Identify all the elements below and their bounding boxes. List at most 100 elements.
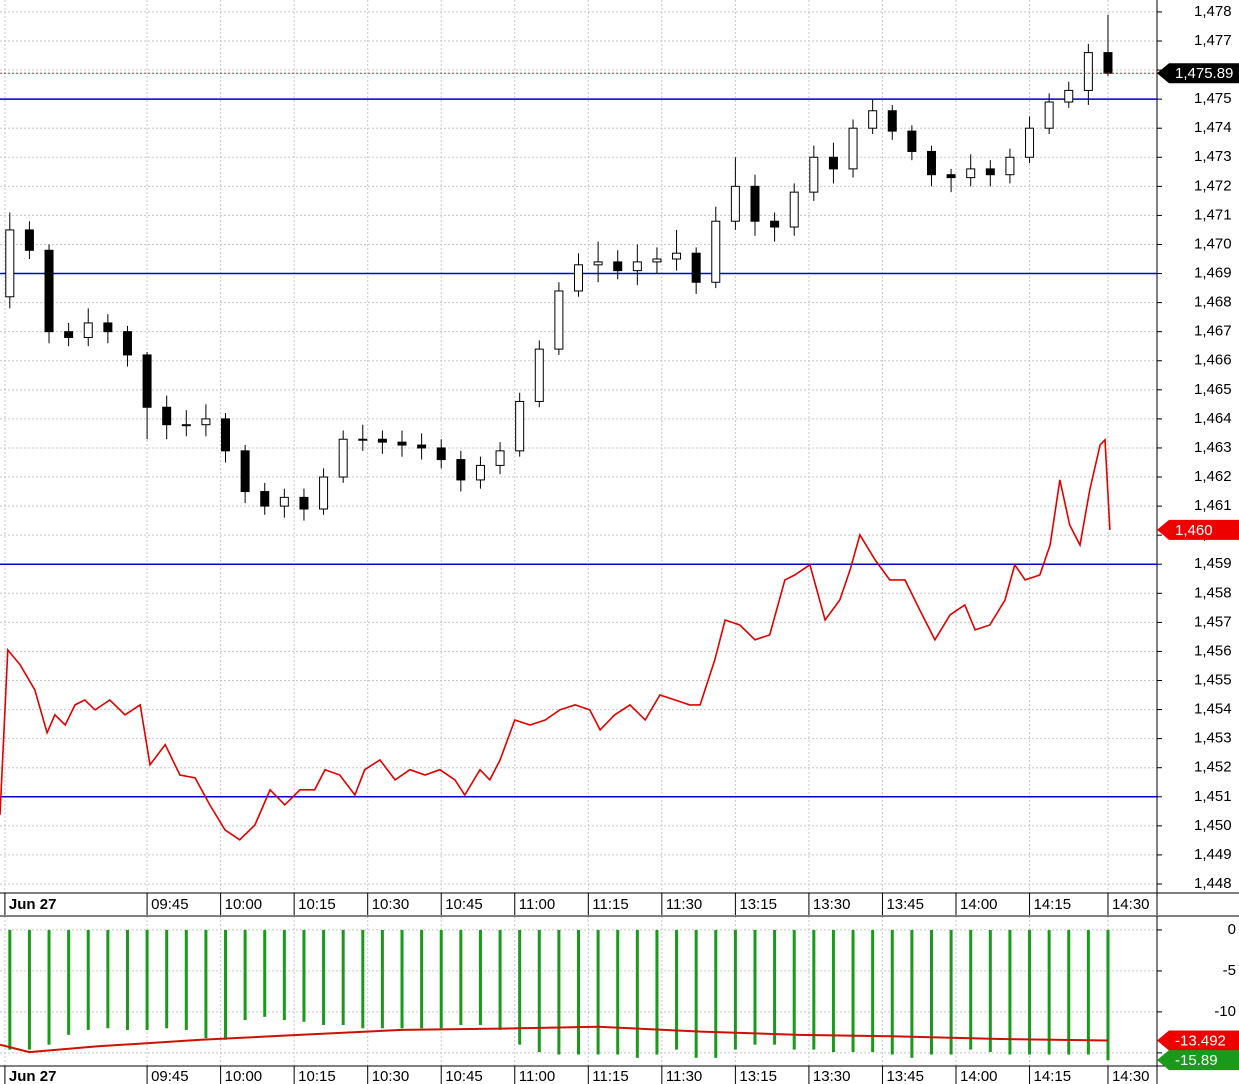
y-tick-label: 1,467 xyxy=(1194,323,1232,340)
bar xyxy=(322,929,326,1026)
candle-body xyxy=(260,491,270,507)
bar xyxy=(733,929,737,1050)
y-tick-label: 1,472 xyxy=(1194,177,1232,194)
x-tick-label: 14:30 xyxy=(1112,896,1150,913)
bar xyxy=(243,929,247,1021)
x-tick-label: 14:30 xyxy=(1112,1068,1150,1084)
bar xyxy=(537,929,541,1053)
candle-body xyxy=(417,444,427,449)
x-tick-label: 14:15 xyxy=(1034,896,1072,913)
candle-body xyxy=(83,322,93,338)
candle-body xyxy=(730,185,740,222)
y-tick-label: 1,463 xyxy=(1194,439,1232,456)
x-tick-label: 09:45 xyxy=(151,896,189,913)
bar xyxy=(380,929,384,1029)
bar xyxy=(871,929,875,1053)
candle-body xyxy=(475,464,485,481)
candle-body xyxy=(122,331,132,356)
x-tick-label: 10:30 xyxy=(372,1068,410,1084)
candle-body xyxy=(397,441,407,446)
price-label: 1,475.89 xyxy=(1175,65,1233,82)
x-tick-label: 11:15 xyxy=(592,1068,628,1084)
bar xyxy=(67,929,71,1035)
candle-body xyxy=(711,220,721,283)
overlay-line xyxy=(0,437,1111,841)
bar xyxy=(694,929,698,1058)
bar xyxy=(125,929,129,1030)
x-tick-label: 10:45 xyxy=(445,1068,483,1084)
bar xyxy=(439,929,443,1029)
candle-body xyxy=(613,261,623,272)
candle-body xyxy=(985,168,995,176)
candle-body xyxy=(750,185,760,222)
x-tick-label: 10:00 xyxy=(225,896,263,913)
candle-body xyxy=(5,229,15,298)
y-tick-label: -10 xyxy=(1214,1003,1236,1020)
candle-body xyxy=(142,354,152,408)
bar xyxy=(1067,929,1071,1055)
y-tick-label: 1,470 xyxy=(1194,235,1232,252)
price-label-box xyxy=(1157,1030,1239,1051)
bar xyxy=(145,929,149,1030)
x-tick-label: 10:00 xyxy=(225,1068,263,1084)
candle-body xyxy=(436,447,446,461)
candle-body xyxy=(809,156,819,193)
candle-body xyxy=(201,418,211,426)
y-tick-label: 1,466 xyxy=(1194,352,1232,369)
candle-body xyxy=(515,400,525,452)
x-tick-label: 10:15 xyxy=(298,896,336,913)
price-label-box xyxy=(1157,63,1239,84)
bar xyxy=(792,929,796,1050)
candle-body xyxy=(789,191,799,228)
bar xyxy=(655,929,659,1055)
bar xyxy=(518,929,522,1045)
x-tick-label: 11:30 xyxy=(666,896,702,913)
x-tick-label: 14:15 xyxy=(1034,1068,1072,1084)
bar xyxy=(204,929,208,1039)
candle-body xyxy=(770,220,780,228)
candle-body xyxy=(1064,89,1074,103)
bar xyxy=(773,929,777,1045)
bar xyxy=(949,929,953,1055)
bar xyxy=(577,929,580,1055)
candle-body xyxy=(181,424,191,427)
candle-body xyxy=(868,110,878,129)
y-tick-label: 1,478 xyxy=(1194,3,1232,20)
bar xyxy=(929,929,933,1055)
bar xyxy=(302,929,306,1022)
candle-body xyxy=(24,229,34,251)
x-tick-label: 13:30 xyxy=(813,896,851,913)
x-tick-label: 10:15 xyxy=(298,1068,336,1084)
y-tick-label: 1,475 xyxy=(1194,90,1232,107)
bar xyxy=(635,929,639,1058)
y-tick-label: 1,461 xyxy=(1194,497,1232,514)
y-tick-label: 1,450 xyxy=(1194,817,1232,834)
candle-body xyxy=(338,438,348,478)
price-label: 1,460 xyxy=(1175,522,1213,539)
bar xyxy=(420,929,424,1029)
candle-body xyxy=(162,406,172,426)
x-tick-label: Jun 27 xyxy=(9,896,57,913)
bar xyxy=(27,929,31,1050)
candle-body xyxy=(299,496,309,510)
candle-body xyxy=(652,258,662,263)
bar xyxy=(459,929,463,1026)
candle-body xyxy=(319,476,329,510)
bar xyxy=(675,929,679,1050)
candle-body xyxy=(887,110,897,132)
bar xyxy=(557,929,561,1055)
x-tick-label: 10:45 xyxy=(445,896,483,913)
candle-body xyxy=(574,264,583,292)
y-tick-label: 1,474 xyxy=(1194,119,1232,136)
candle-body xyxy=(691,252,701,283)
y-tick-label: 1,449 xyxy=(1194,846,1232,863)
y-tick-label: 1,454 xyxy=(1194,701,1232,718)
candle-body xyxy=(1103,52,1113,74)
x-tick-label: 11:30 xyxy=(666,1068,702,1084)
candle-body xyxy=(1005,156,1015,176)
bar xyxy=(86,929,90,1030)
x-tick-label: 13:15 xyxy=(739,1068,777,1084)
bar xyxy=(812,929,816,1050)
bar xyxy=(1086,929,1090,1055)
